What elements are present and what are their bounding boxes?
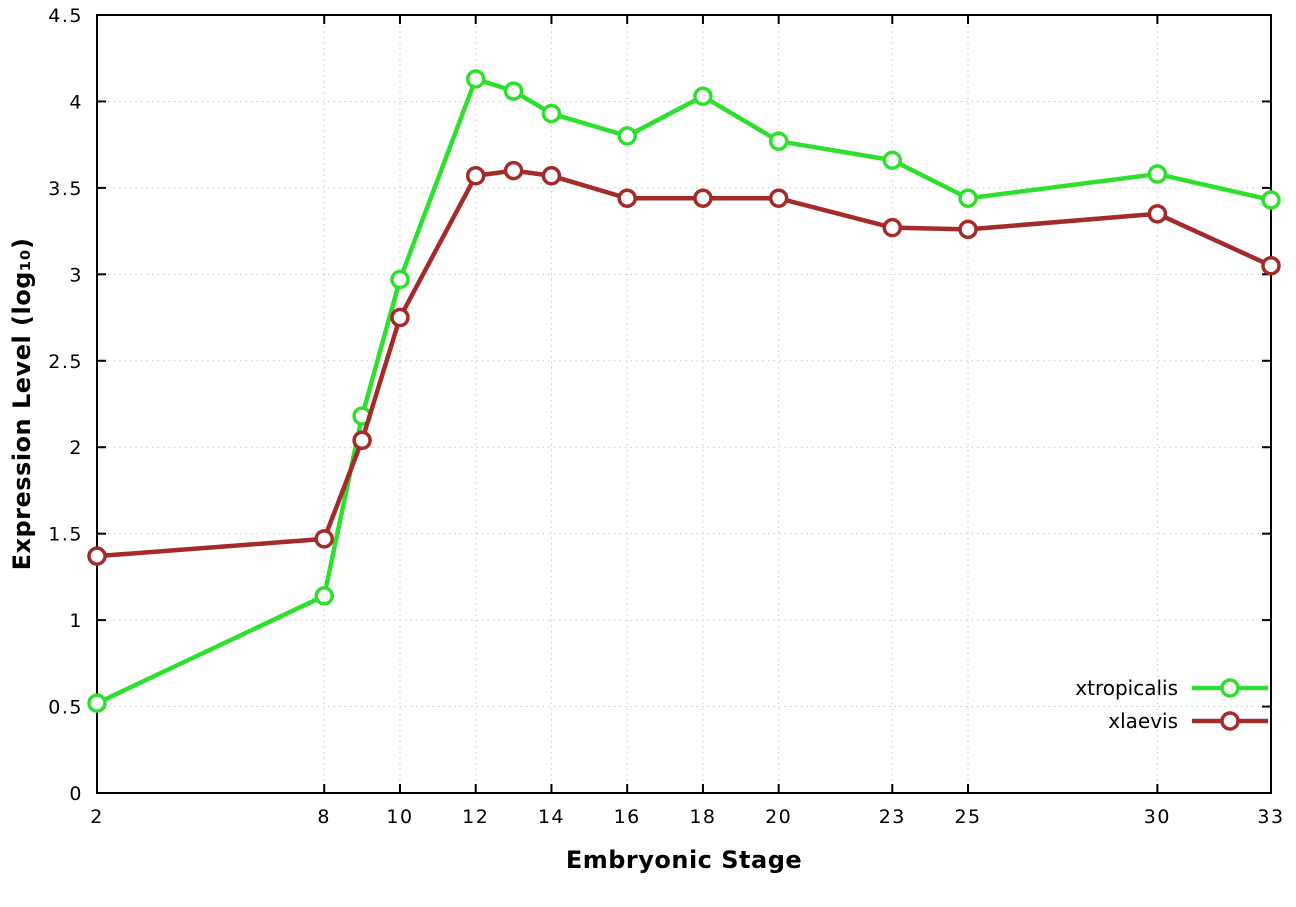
data-point-marker [314,529,334,549]
legend-item-xtropicalis: xtropicalis [1075,676,1270,700]
data-point-marker [87,546,107,566]
data-point-marker [503,160,524,181]
data-point-marker [1147,204,1168,224]
svg-text:12: 12 [462,806,489,828]
series-line-xlaevis [94,168,1274,559]
data-point-marker [465,69,486,89]
svg-text:4.5: 4.5 [48,5,83,27]
svg-text:33: 33 [1257,806,1284,828]
svg-text:1: 1 [69,610,83,632]
data-point-marker [390,307,410,328]
legend-label-xlaevis: xlaevis [1108,709,1178,733]
data-point-marker [882,217,903,238]
svg-text:4: 4 [69,91,83,113]
data-point-marker [503,81,524,101]
data-point-marker [958,219,978,240]
svg-text:8: 8 [317,806,331,828]
data-point-marker [1147,164,1168,184]
data-point-marker [958,188,978,209]
svg-text:18: 18 [689,806,716,828]
svg-text:3: 3 [69,264,83,286]
svg-text:0.5: 0.5 [48,697,83,719]
data-point-marker [617,126,637,146]
svg-text:1.5: 1.5 [48,524,83,546]
data-point-marker [465,166,486,186]
series-xlaevis [87,160,1281,566]
series-xtropicalis [87,69,1281,713]
data-point-marker [390,269,410,290]
data-point-marker [617,188,637,209]
plot-border [96,14,1272,794]
data-point-marker [541,166,562,186]
svg-text:16: 16 [614,806,641,828]
y-tick-labels: 0 0.5 1 1.5 2 2.5 3 3.5 4 4.5 [48,5,83,805]
series-line-xtropicalis [94,76,1274,706]
svg-text:20: 20 [765,806,792,828]
x-tick-labels: 2 8 10 12 14 16 18 20 23 25 30 33 [90,806,1284,828]
svg-text:10: 10 [386,806,413,828]
svg-text:30: 30 [1144,806,1171,828]
y-axis-title: Expression Level (log₁₀) [8,237,36,571]
data-point-marker [1261,190,1281,210]
legend: xtropicalis xlaevis [1075,676,1270,733]
data-point-marker [541,103,562,124]
legend-label-xtropicalis: xtropicalis [1075,676,1178,700]
data-point-marker [693,86,713,107]
legend-item-xlaevis: xlaevis [1108,709,1270,733]
svg-text:2: 2 [69,437,83,459]
svg-text:25: 25 [954,806,981,828]
data-point-marker [693,188,713,209]
data-point-marker [87,693,107,713]
data-point-marker [1261,255,1281,276]
data-point-marker [768,188,789,209]
svg-text:2.5: 2.5 [48,351,83,373]
svg-text:14: 14 [538,806,565,828]
svg-text:23: 23 [879,806,906,828]
legend-sample-line-icon [1192,678,1268,698]
x-axis-title: Embryonic Stage [565,846,803,874]
legend-sample-line-icon [1192,711,1268,731]
svg-text:3.5: 3.5 [48,178,83,200]
data-point-marker [882,150,903,170]
data-point-marker [314,586,334,606]
svg-text:2: 2 [90,806,104,828]
svg-text:0: 0 [69,783,83,805]
data-point-marker [768,131,789,151]
data-point-marker [352,430,372,451]
